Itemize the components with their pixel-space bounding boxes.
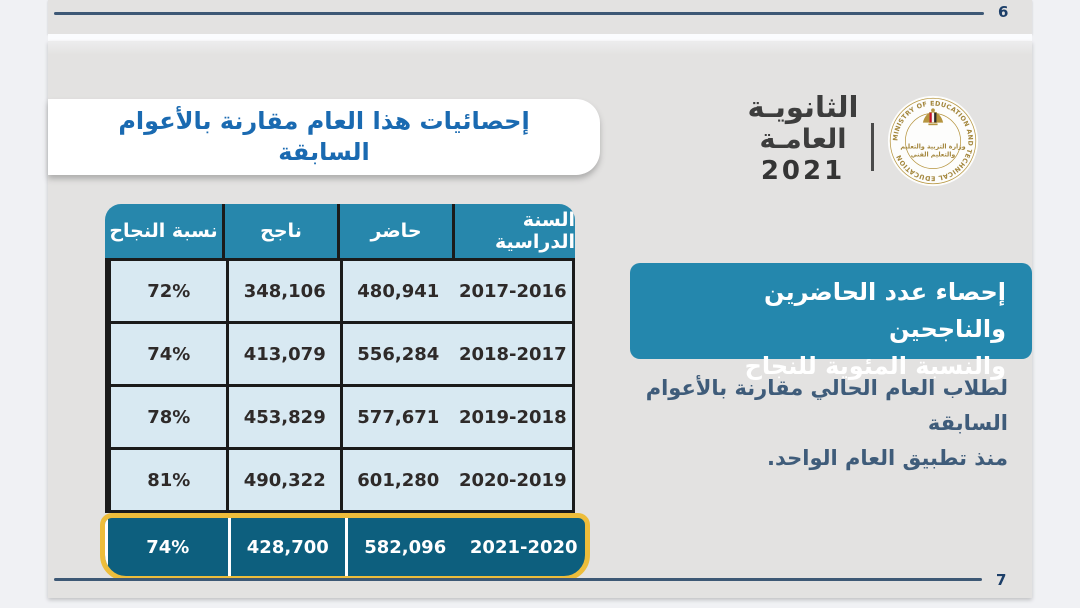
previous-page-number: 6 — [998, 3, 1009, 21]
passed-cell: 490,322 — [226, 450, 340, 510]
header-passed: ناجح — [225, 204, 340, 258]
thanaweya-2021-logo: الثانويـة العامـة 2021 — [742, 91, 864, 187]
info-paragraph-line1: لطلاب العام الحالي مقارنة بالأعوام الساب… — [645, 376, 1008, 435]
passed-cell: 348,106 — [226, 261, 340, 321]
table-row: 2020-2019 601,280 490,322 81% — [108, 447, 572, 510]
table-row: 2017-2016 480,941 348,106 72% — [108, 261, 572, 321]
year-cell: 2020-2019 — [458, 469, 567, 491]
passed-cell: 453,829 — [226, 387, 340, 447]
rate-cell: 78% — [108, 387, 226, 447]
table-header-row: السنة الدراسية حاضر ناجح نسبة النجاح — [105, 204, 575, 258]
ministry-center-text-1: وزارة التربية والتعليم — [900, 143, 965, 150]
thanaweya-logo-line2: العامـة — [759, 124, 847, 155]
info-heading-box: إحصاء عدد الحاضرين والناجحين والنسبة الم… — [630, 263, 1032, 380]
ministry-center-text-2: والتعليم الفني — [911, 152, 956, 159]
rate-cell: 74% — [108, 324, 226, 384]
year-cell: 2021-2020 — [469, 536, 578, 558]
attended-cell: 577,671 — [340, 387, 454, 447]
year-cell: 2018-2017 — [458, 343, 567, 365]
rate-cell: 81% — [108, 450, 226, 510]
eagle-icon — [922, 108, 944, 126]
slide-footer-rule — [54, 578, 982, 581]
attended-cell: 601,280 — [340, 450, 454, 510]
ministry-emblem-icon: MINISTRY OF EDUCATION AND TECHNICAL EDUC… — [887, 95, 979, 187]
passed-cell: 428,700 — [227, 518, 345, 576]
table-body: 2017-2016 480,941 348,106 72% 2018-2017 … — [105, 258, 575, 513]
page-gap — [48, 34, 1032, 41]
attended-cell: 582,096 — [345, 518, 462, 576]
highlighted-current-year-row: 2021-2020 582,096 428,700 74% — [100, 513, 590, 581]
year-cell: 2019-2018 — [458, 406, 567, 428]
attended-cell: 480,941 — [340, 261, 454, 321]
info-heading-line2: والنسبة المئوية للنجاح — [744, 352, 1006, 380]
logo-separator — [871, 123, 874, 171]
previous-slide-footer-rule — [54, 12, 984, 15]
slide: إحصائيات هذا العام مقارنة بالأعوام الساب… — [48, 41, 1032, 598]
previous-slide-edge: 6 — [48, 0, 1032, 34]
title-banner: إحصائيات هذا العام مقارنة بالأعوام الساب… — [48, 99, 600, 175]
rate-cell: 72% — [108, 261, 226, 321]
page-number: 7 — [996, 571, 1007, 589]
info-paragraph-line2: منذ تطبيق العام الواحد. — [767, 446, 1008, 470]
thanaweya-logo-year: 2021 — [760, 156, 846, 186]
header-academic-year: السنة الدراسية — [494, 209, 575, 253]
info-heading-line1: إحصاء عدد الحاضرين والناجحين — [763, 278, 1006, 343]
ministry-logo: MINISTRY OF EDUCATION AND TECHNICAL EDUC… — [887, 95, 979, 187]
table-row: 2019-2018 577,671 453,829 78% — [108, 384, 572, 447]
header-pass-rate: نسبة النجاح — [105, 204, 225, 258]
slide-title: إحصائيات هذا العام مقارنة بالأعوام الساب… — [118, 107, 530, 166]
attended-cell: 556,284 — [340, 324, 454, 384]
thanaweya-logo-line1: الثانويـة — [747, 90, 859, 124]
header-attended: حاضر — [340, 204, 455, 258]
results-table: السنة الدراسية حاضر ناجح نسبة النجاح 201… — [100, 204, 590, 581]
passed-cell: 413,079 — [226, 324, 340, 384]
info-paragraph: لطلاب العام الحالي مقارنة بالأعوام الساب… — [572, 371, 1008, 476]
year-cell: 2017-2016 — [458, 280, 567, 302]
rate-cell: 74% — [105, 518, 228, 576]
table-row: 2018-2017 556,284 413,079 74% — [108, 321, 572, 384]
